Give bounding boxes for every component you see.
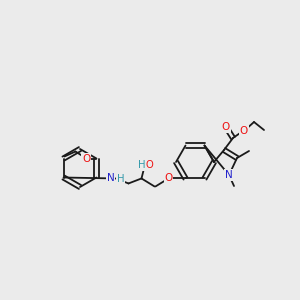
- Text: N: N: [225, 170, 233, 180]
- Text: O: O: [146, 160, 153, 170]
- Text: O: O: [82, 154, 91, 164]
- Text: H: H: [138, 160, 146, 170]
- Text: O: O: [222, 122, 230, 132]
- Text: O: O: [164, 173, 172, 184]
- Text: N: N: [107, 173, 115, 184]
- Text: H: H: [117, 175, 124, 184]
- Text: O: O: [240, 126, 248, 136]
